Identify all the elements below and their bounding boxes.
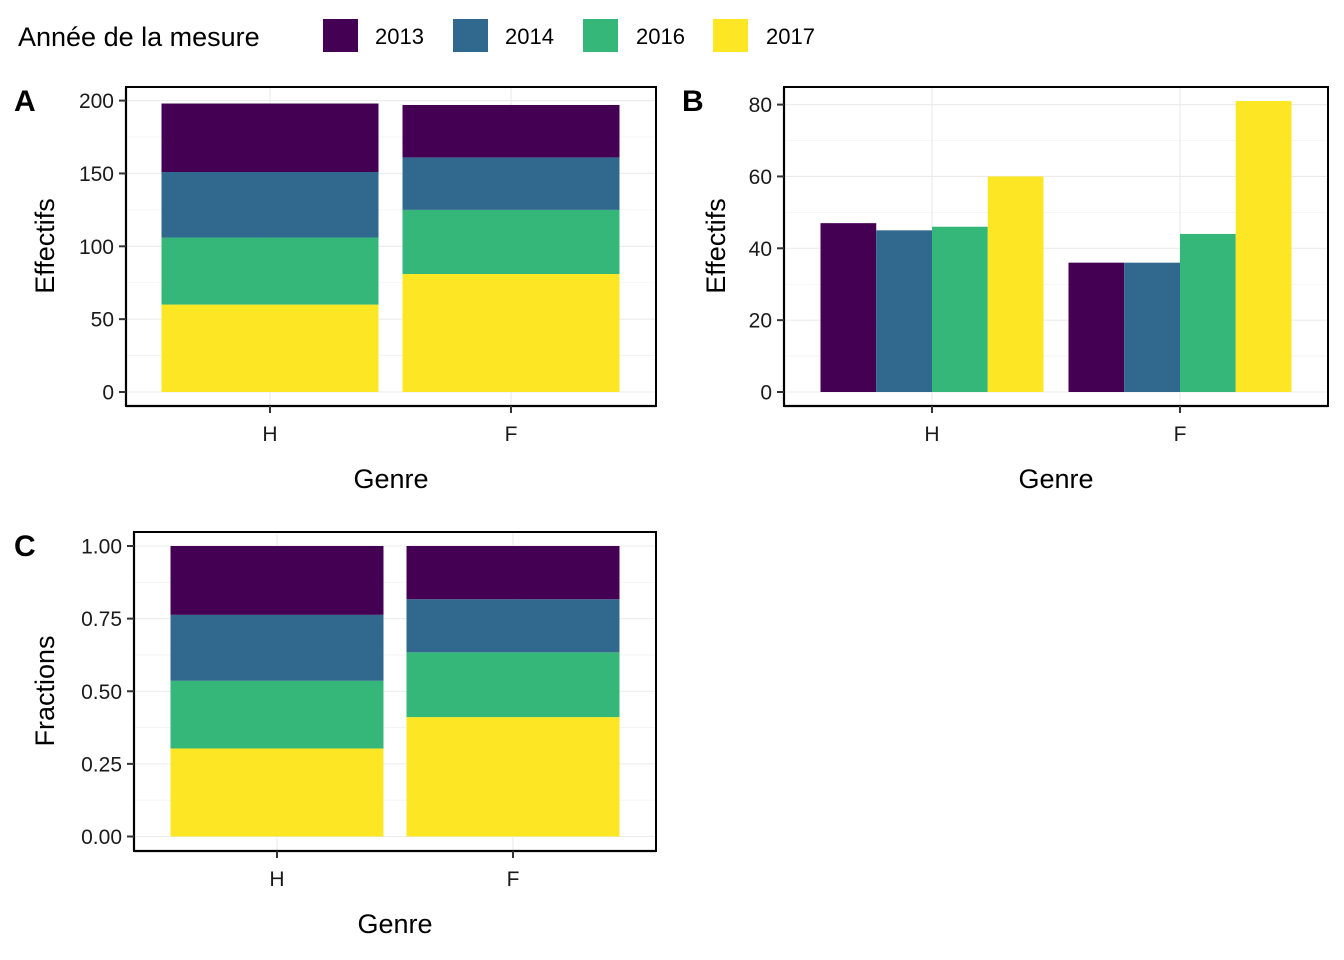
bar-F-2014 (1124, 262, 1180, 392)
bar-F-2017 (402, 273, 620, 392)
panel-tag: A (14, 85, 36, 118)
x-axis-title: Genre (357, 909, 432, 939)
bar-H-2016 (932, 226, 988, 392)
bar-H-2014 (876, 230, 932, 392)
y-tick-label: 80 (749, 94, 772, 117)
legend-title: Année de la mesure (18, 22, 260, 52)
y-tick-label: 150 (79, 163, 114, 186)
bars (820, 101, 1292, 392)
x-tick-label-F: F (1174, 423, 1187, 446)
y-tick-label: 0.75 (81, 608, 122, 631)
bar-F-2016 (1180, 233, 1236, 392)
legend-label-2016: 2016 (636, 24, 685, 49)
y-tick-label: 60 (749, 166, 772, 189)
panel-b: 0 20 40 60 80 H F Genre Effectifs B (682, 85, 1329, 494)
legend-entries: 2013 2014 2016 2017 (323, 19, 815, 52)
y-axis-title: Effectifs (701, 198, 731, 294)
y-tick-label: 0.50 (81, 681, 122, 704)
bar-H-2014 (161, 171, 379, 238)
x-tick-label-H: H (269, 868, 284, 891)
bar-F-2016 (402, 209, 620, 274)
bar-H-2013 (170, 546, 384, 615)
bar-F-2017 (1235, 101, 1292, 392)
y-tick-label: 100 (79, 236, 114, 259)
panel-tag: B (682, 85, 704, 118)
x-tick-label-F: F (507, 868, 520, 891)
bars (170, 546, 620, 837)
panel-a: 0 50 100 150 200 H F Genre Effectifs A (14, 85, 657, 494)
bar-H-2013 (820, 223, 877, 392)
bar-H-2016 (161, 237, 379, 305)
bar-F-2013 (1068, 262, 1125, 392)
legend-swatch-2017 (713, 19, 748, 52)
panel-c: 0.00 0.25 0.50 0.75 1.00 H F Genre Fractions C (14, 530, 657, 939)
legend-label-2017: 2017 (766, 24, 815, 49)
bar-H-2013 (161, 103, 379, 172)
bar-H-2017 (161, 304, 379, 392)
y-axis-title: Fractions (30, 635, 60, 746)
y-tick-label: 0 (102, 382, 114, 405)
legend-label-2014: 2014 (505, 24, 554, 49)
bar-H-2017 (170, 748, 384, 837)
bar-F-2013 (402, 104, 620, 158)
legend-swatch-2013 (323, 19, 358, 52)
x-tick-label-H: H (924, 423, 939, 446)
legend-swatch-2016 (583, 19, 618, 52)
x-tick-label-F: F (505, 423, 518, 446)
x-tick-label-H: H (262, 423, 277, 446)
y-tick-label: 0 (760, 382, 772, 405)
y-tick-label: 200 (79, 90, 114, 113)
y-tick-label: 0.00 (81, 826, 122, 849)
x-axis-title: Genre (353, 464, 428, 494)
bar-F-2016 (406, 652, 620, 718)
y-tick-label: 1.00 (81, 536, 122, 559)
legend: Année de la mesure 2013 2014 2016 2017 (18, 19, 815, 52)
bars (161, 103, 620, 392)
y-axis-title: Effectifs (30, 198, 60, 294)
bar-H-2014 (170, 614, 384, 681)
bar-H-2016 (170, 680, 384, 749)
bar-F-2014 (406, 599, 620, 653)
y-tick-label: 40 (749, 238, 772, 261)
bar-F-2013 (406, 546, 620, 600)
y-tick-label: 0.25 (81, 753, 122, 776)
legend-swatch-2014 (453, 19, 488, 52)
bar-F-2014 (402, 157, 620, 210)
y-tick-label: 20 (749, 310, 772, 333)
y-tick-label: 50 (91, 309, 114, 332)
bar-H-2017 (987, 176, 1044, 392)
legend-label-2013: 2013 (375, 24, 424, 49)
x-axis-title: Genre (1018, 464, 1093, 494)
bar-F-2017 (406, 717, 620, 837)
panel-tag: C (14, 530, 36, 563)
